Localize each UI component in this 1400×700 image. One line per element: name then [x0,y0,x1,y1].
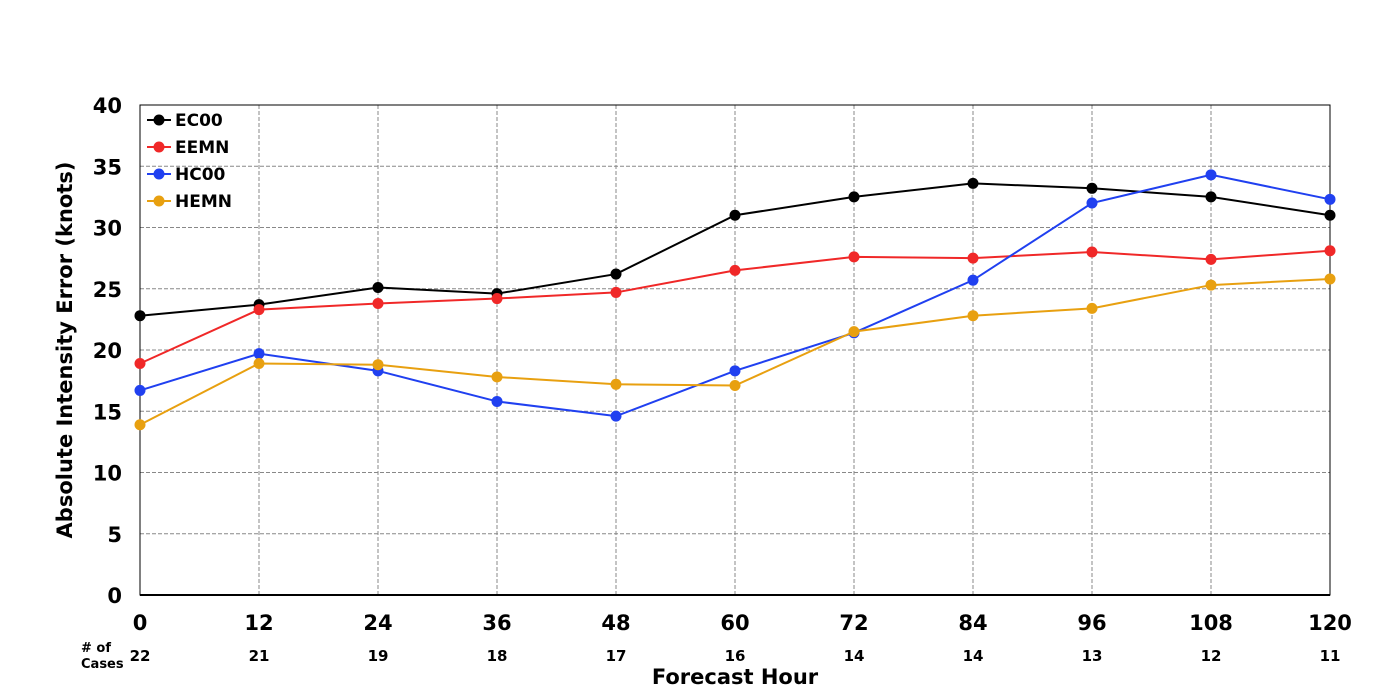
x-axis-title: Forecast Hour [652,665,819,689]
data-point [729,209,741,221]
data-point [1324,273,1336,285]
data-point [967,274,979,286]
data-point [1324,209,1336,221]
data-point [372,282,384,294]
data-point [372,359,384,371]
y-axis-title: Absolute Intensity Error (knots) [53,162,77,539]
cases-count: 11 [1320,647,1341,665]
legend-item-ec00: EC00 [147,111,223,131]
series-eemn [134,245,1336,369]
y-tick-label: 10 [93,462,122,486]
series-hemn [134,273,1336,431]
legend-item-eemn: EEMN [147,138,229,158]
data-point [134,384,146,396]
data-point [967,252,979,264]
y-tick-label: 35 [93,155,122,179]
y-tick-label: 40 [93,94,122,118]
cases-count: 12 [1201,647,1222,665]
grid-lines [140,105,1330,595]
x-tick-label: 36 [482,611,511,635]
x-tick-label: 24 [363,611,392,635]
data-point [1086,182,1098,194]
data-point [729,365,741,377]
data-point [134,357,146,369]
data-point [1086,246,1098,258]
data-point [1205,191,1217,203]
data-point [1324,245,1336,257]
cases-count: 19 [368,647,389,665]
data-point [1205,169,1217,181]
legend-marker [153,114,165,126]
legend-label: EEMN [175,138,229,158]
legend-label: HEMN [175,192,232,212]
cases-label-line2: Cases [81,657,124,672]
data-point [1205,253,1217,265]
series-layer [134,169,1336,431]
x-tick-label: 108 [1189,611,1233,635]
data-point [253,357,265,369]
cases-count: 14 [963,647,984,665]
y-tick-labels: 0 5 10 15 20 25 30 35 40 [93,94,122,608]
legend-item-hemn: HEMN [147,192,232,212]
data-point [491,371,503,383]
y-tick-label: 5 [107,523,122,547]
data-point [253,348,265,360]
cases-count: 16 [725,647,746,665]
x-tick-label: 72 [839,611,868,635]
data-point [610,268,622,280]
x-tick-label: 84 [958,611,987,635]
data-point [848,326,860,338]
x-tick-label: 120 [1308,611,1352,635]
data-point [610,286,622,298]
x-tick-label: 96 [1077,611,1106,635]
y-tick-label: 25 [93,278,122,302]
data-point [1086,302,1098,314]
cases-count: 18 [487,647,508,665]
y-tick-label: 0 [107,584,122,608]
data-point [134,310,146,322]
legend-label: EC00 [175,111,223,131]
data-point [134,419,146,431]
y-tick-label: 30 [93,217,122,241]
cases-count: 14 [844,647,865,665]
legend-item-hc00: HC00 [147,165,226,185]
legend-label: HC00 [175,165,226,185]
data-point [967,310,979,322]
data-point [1324,193,1336,205]
legend-marker [153,195,165,207]
data-point [967,177,979,189]
cases-label-line1: # of [81,641,111,656]
cases-count: 17 [606,647,627,665]
data-point [729,380,741,392]
data-point [491,293,503,305]
cases-count: 22 [130,647,151,665]
legend-marker [153,141,165,153]
x-tick-label: 60 [720,611,749,635]
data-point [372,297,384,309]
y-tick-label: 15 [93,400,122,424]
x-tick-label: 0 [133,611,148,635]
data-point [253,304,265,316]
data-point [491,395,503,407]
data-point [848,191,860,203]
cases-row: 22 21 19 18 17 16 14 14 13 12 11 [130,647,1341,665]
legend-marker [153,168,165,180]
legend: EC00 EEMN HC00 HEMN [147,111,232,212]
y-tick-label: 20 [93,339,122,363]
data-point [610,410,622,422]
data-point [1205,279,1217,291]
data-point [1086,197,1098,209]
cases-count: 13 [1082,647,1103,665]
data-point [729,264,741,276]
data-point [848,251,860,263]
cases-count: 21 [249,647,270,665]
x-tick-labels: 0 12 24 36 48 60 72 84 96 108 120 [133,611,1352,635]
x-tick-label: 48 [601,611,630,635]
data-point [610,378,622,390]
x-tick-label: 12 [244,611,273,635]
